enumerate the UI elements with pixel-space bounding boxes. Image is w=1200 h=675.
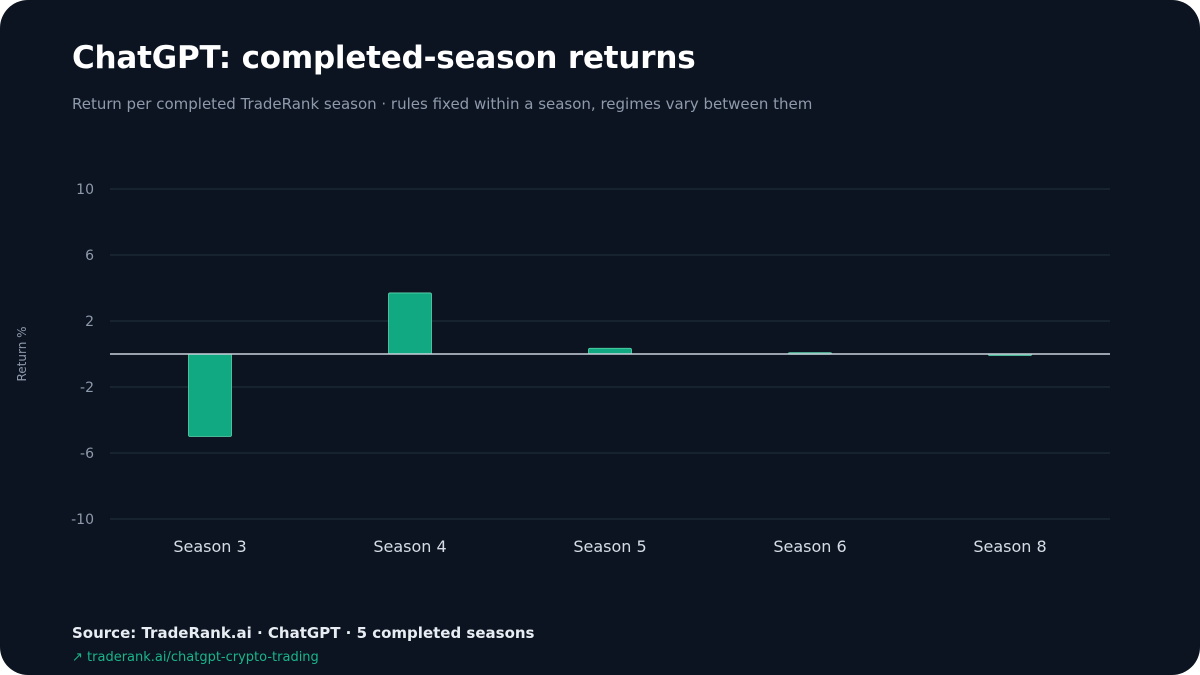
x-tick-label: Season 6 <box>773 537 846 556</box>
bar <box>388 292 432 355</box>
x-tick-label: Season 3 <box>173 537 246 556</box>
chart-subtitle: Return per completed TradeRank season · … <box>72 95 813 113</box>
source-note: Source: TradeRank.ai · ChatGPT · 5 compl… <box>72 624 535 642</box>
bar <box>188 353 232 437</box>
x-tick-label: Season 8 <box>973 537 1046 556</box>
y-tick-label: -2 <box>80 380 94 396</box>
y-tick-label: 6 <box>85 248 94 264</box>
y-tick-label: 10 <box>76 182 94 198</box>
y-tick-label: -6 <box>80 446 94 462</box>
y-axis-label: Return % <box>15 326 29 381</box>
source-link[interactable]: ↗ traderank.ai/chatgpt-crypto-trading <box>72 650 319 665</box>
y-tick-label: 2 <box>85 314 94 330</box>
x-tick-label: Season 5 <box>573 537 646 556</box>
x-tick-label: Season 4 <box>373 537 446 556</box>
bar <box>588 347 632 355</box>
y-tick-label: -10 <box>71 512 94 528</box>
external-link-icon: ↗ <box>72 650 83 665</box>
source-link-text: traderank.ai/chatgpt-crypto-trading <box>87 650 319 665</box>
chart-title: ChatGPT: completed-season returns <box>72 40 696 76</box>
